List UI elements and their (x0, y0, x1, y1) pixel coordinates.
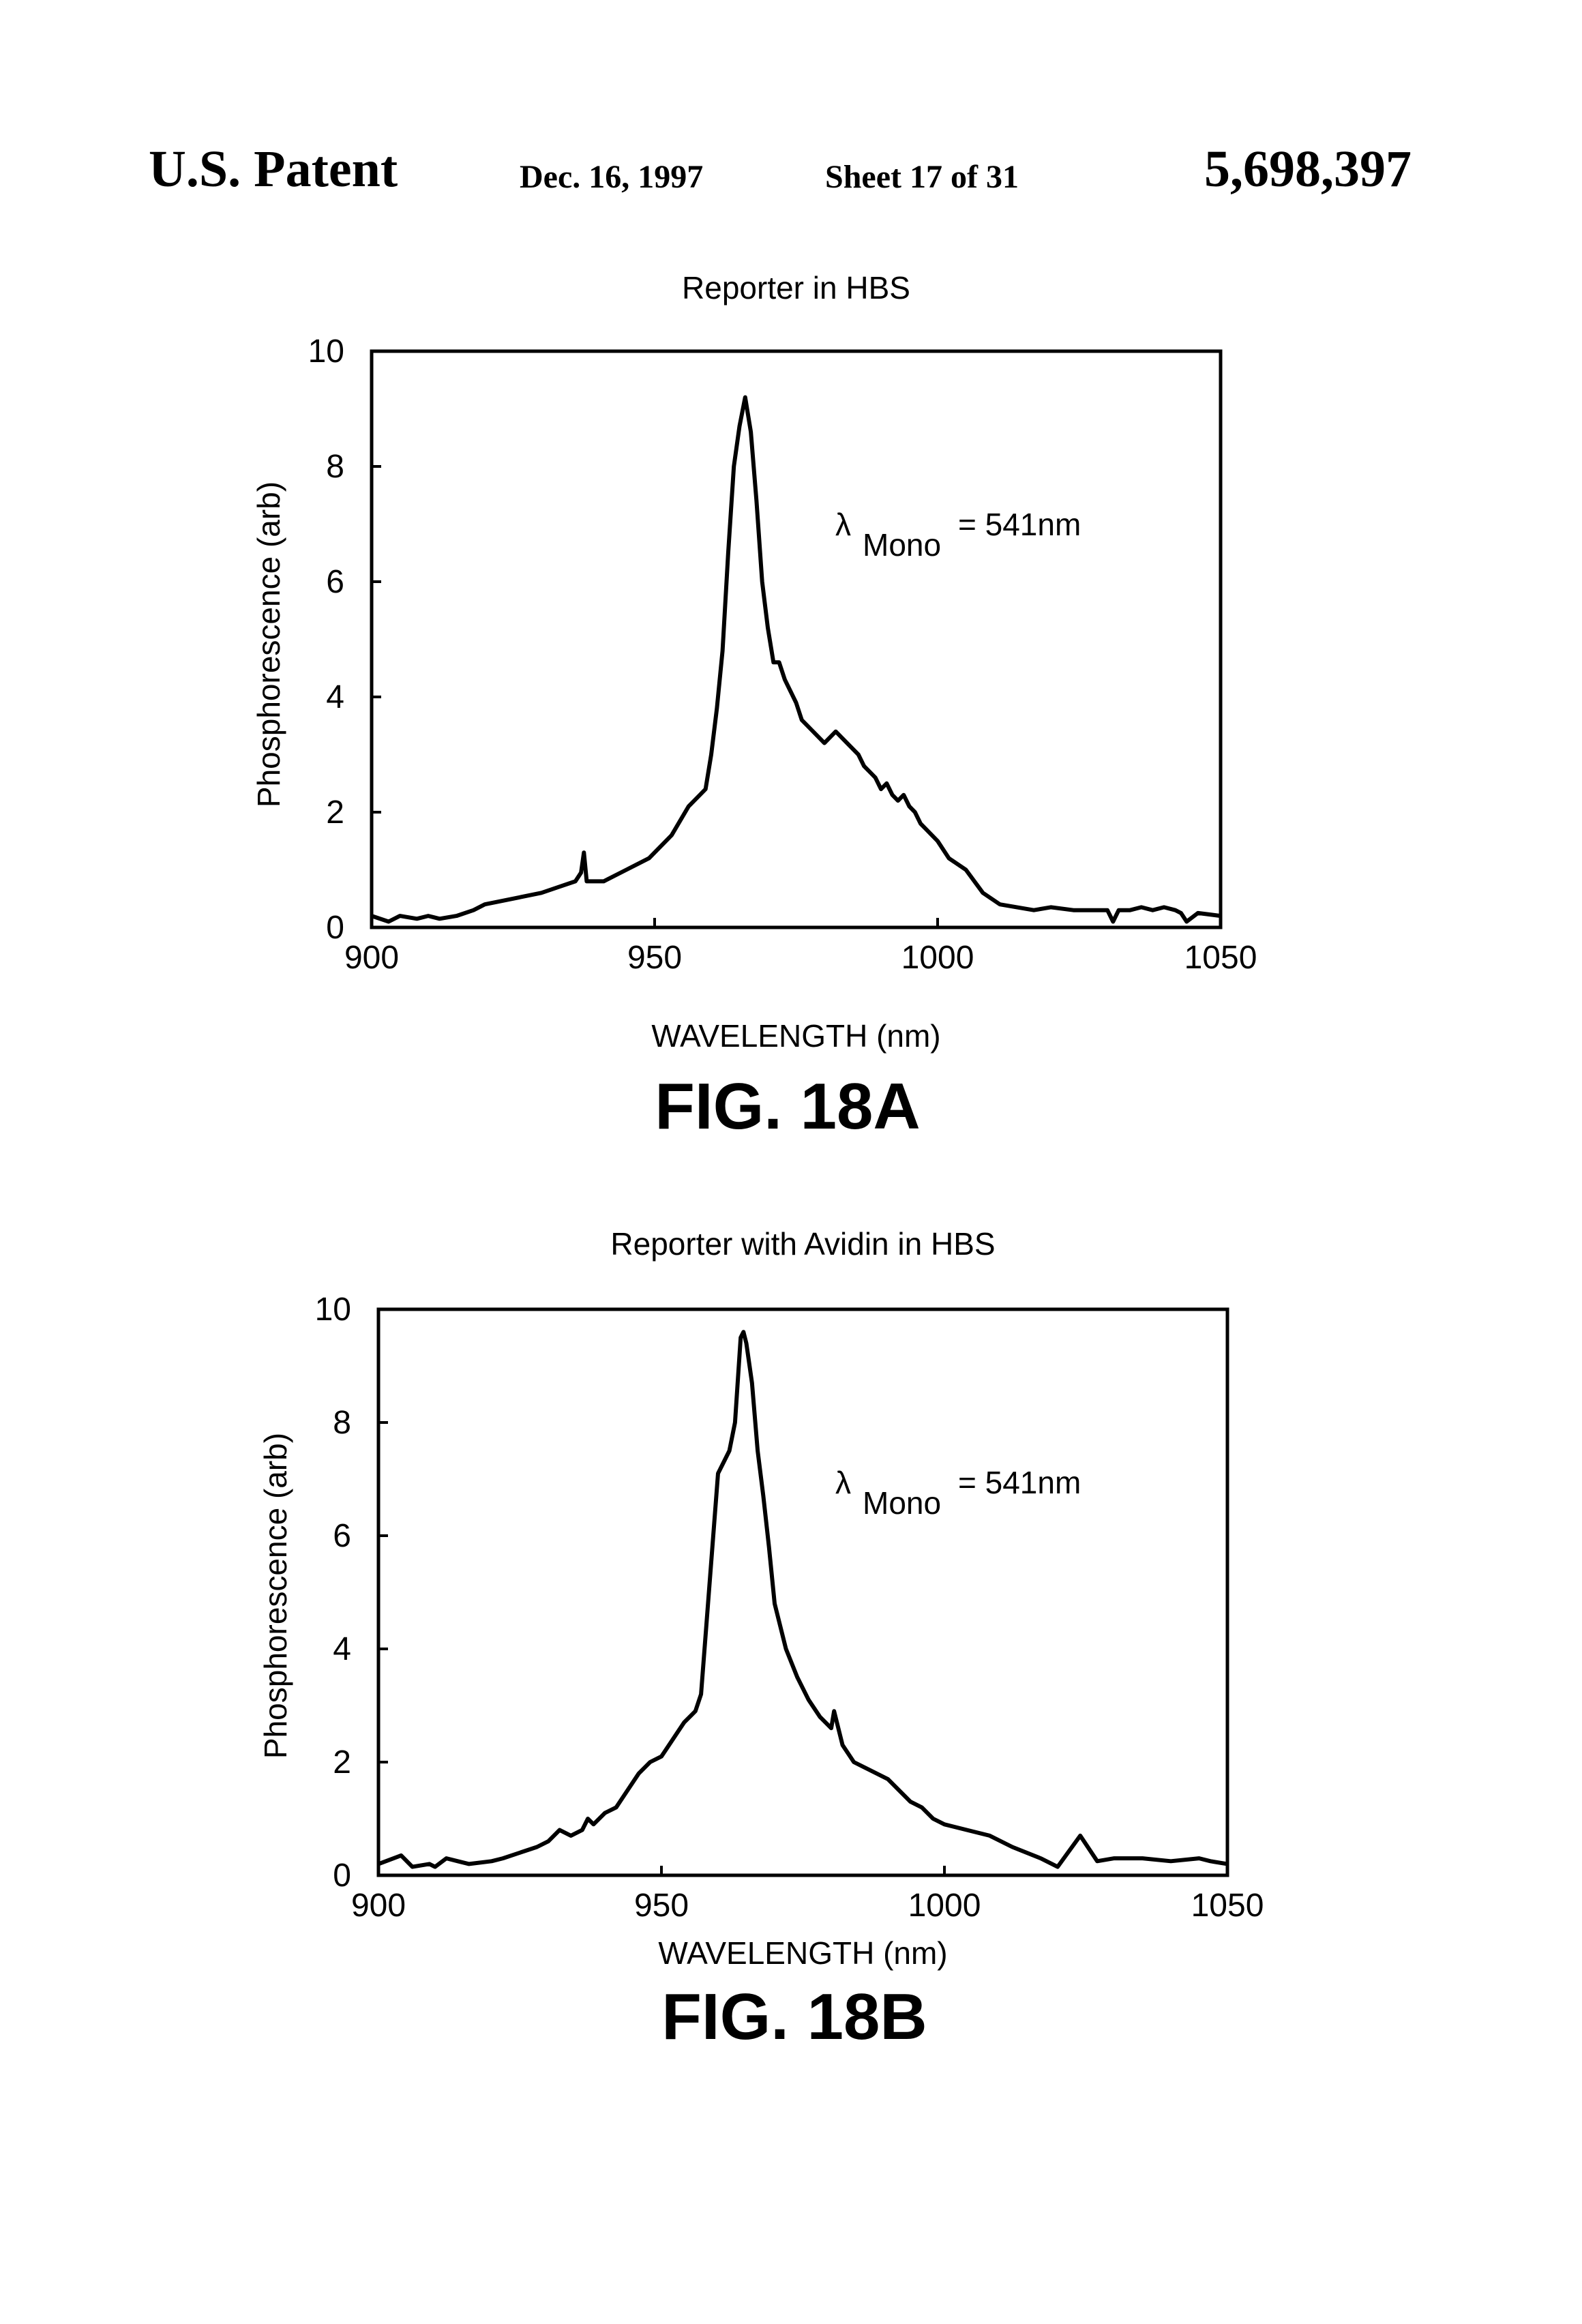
x-tick-label: 1050 (1191, 1888, 1264, 1924)
chart-title: Reporter in HBS (682, 270, 910, 306)
annotation-value: = 541nm (958, 1465, 1081, 1500)
annotation-subscript: Mono (863, 527, 941, 563)
annotation-lambda: λ (835, 1465, 851, 1500)
chart-title: Reporter with Avidin in HBS (610, 1226, 995, 1262)
plot-frame (372, 351, 1221, 927)
annotation-subscript: Mono (863, 1485, 941, 1521)
plot-frame (378, 1309, 1227, 1875)
y-tick-label: 10 (308, 333, 344, 370)
x-tick-label: 950 (634, 1888, 689, 1924)
x-tick-label: 950 (627, 940, 682, 976)
chart-fig-18a: Reporter in HBS 0 2 4 6 8 10 900 950 1000 1050 WAVE… (251, 270, 1257, 1143)
y-axis-label: Phosphorescence (arb) (258, 1433, 293, 1759)
x-tick-label: 1000 (908, 1888, 981, 1924)
x-tick-label: 900 (344, 940, 399, 976)
chart-fig-18b: Reporter with Avidin in HBS 0 2 4 6 8 10 900 950… (258, 1226, 1264, 2053)
series-line-0 (378, 1332, 1227, 1866)
y-tick-label: 2 (333, 1744, 351, 1781)
y-tick-label: 4 (333, 1631, 351, 1667)
x-tick-label: 1050 (1184, 940, 1257, 976)
x-axis-label: WAVELENGTH (nm) (658, 1935, 947, 1971)
x-axis-label: WAVELENGTH (nm) (651, 1018, 940, 1054)
x-tick-label: 1000 (901, 940, 974, 976)
y-tick-label: 10 (315, 1292, 351, 1328)
y-tick-label: 2 (326, 794, 344, 831)
y-tick-label: 4 (326, 679, 344, 715)
figure-label: FIG. 18A (655, 1070, 920, 1143)
y-axis-label: Phosphorescence (arb) (251, 481, 286, 807)
figure-label: FIG. 18B (661, 1980, 927, 2053)
x-tick-label: 900 (351, 1888, 406, 1924)
y-tick-label: 6 (326, 564, 344, 600)
annotation-lambda: λ (835, 507, 851, 542)
series-line-0 (372, 398, 1221, 922)
y-tick-label: 8 (333, 1405, 351, 1441)
y-tick-label: 6 (333, 1518, 351, 1554)
annotation-value: = 541nm (958, 507, 1081, 542)
y-tick-label: 0 (326, 910, 344, 946)
y-tick-label: 8 (326, 449, 344, 485)
y-tick-label: 0 (333, 1858, 351, 1894)
